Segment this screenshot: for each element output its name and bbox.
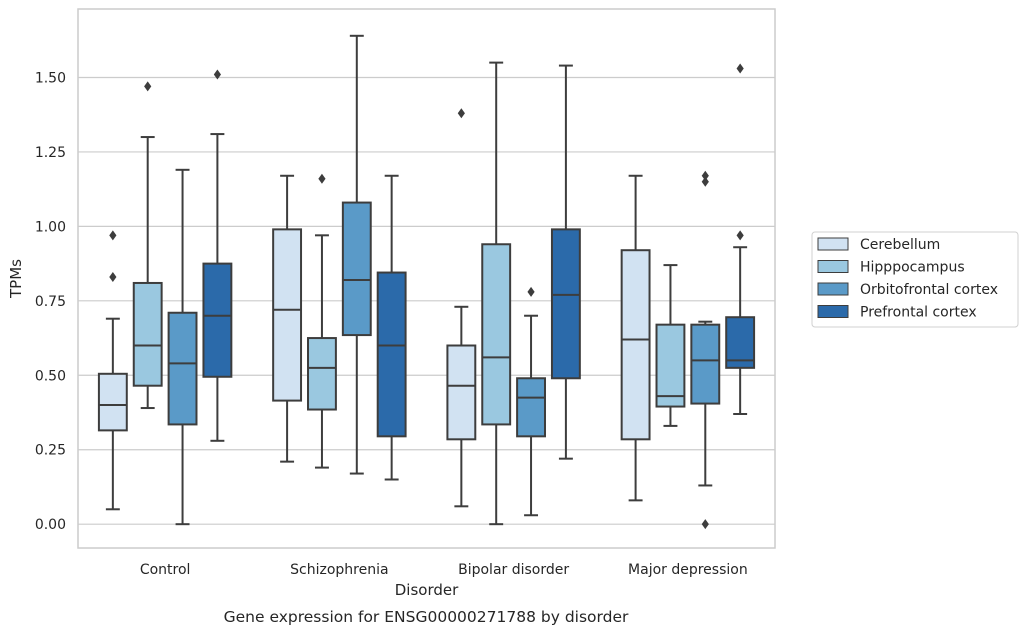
outlier-point bbox=[318, 173, 326, 184]
outlier-point bbox=[701, 170, 709, 181]
box-hipppocampus bbox=[655, 264, 686, 427]
box-orbitofrontal-cortex bbox=[516, 286, 546, 517]
legend-frame bbox=[811, 231, 1019, 328]
plot-frame bbox=[77, 8, 776, 549]
y-tick-label: 0.00 bbox=[35, 517, 66, 533]
y-tick-label: 1.50 bbox=[35, 70, 66, 86]
box-prefrontal-cortex bbox=[550, 64, 581, 460]
chart-caption: Gene expression for ENSG00000271788 by d… bbox=[224, 608, 629, 626]
box-cerebellum bbox=[446, 108, 477, 508]
legend-label: Orbitofrontal cortex bbox=[860, 282, 998, 298]
legend: Cerebellum Hipppocampus Orbitofrontal cort… bbox=[811, 231, 1019, 328]
outlier-point bbox=[701, 176, 709, 187]
x-tick-labels: Control Schizophrenia Bipolar disorder Majo… bbox=[140, 562, 748, 578]
outlier-point bbox=[701, 519, 709, 530]
box-iqr bbox=[516, 377, 546, 438]
box-prefrontal-cortex bbox=[376, 174, 407, 481]
outlier-point bbox=[144, 81, 152, 92]
box-iqr bbox=[307, 337, 337, 411]
box-hipppocampus bbox=[307, 173, 337, 469]
y-axis-title: TPMs bbox=[7, 259, 25, 299]
box-iqr bbox=[690, 323, 721, 405]
box-cerebellum bbox=[620, 174, 651, 502]
box-cerebellum bbox=[97, 230, 128, 511]
x-tick-label: Bipolar disorder bbox=[458, 562, 569, 578]
y-tick-label: 0.50 bbox=[35, 368, 66, 384]
x-tick-label: Major depression bbox=[628, 562, 748, 578]
box-prefrontal-cortex bbox=[725, 63, 756, 415]
box-iqr bbox=[202, 262, 233, 378]
box-iqr bbox=[167, 311, 198, 426]
box-iqr bbox=[272, 228, 303, 402]
box-iqr bbox=[481, 243, 512, 426]
legend-label: Hipppocampus bbox=[860, 260, 965, 276]
y-tick-label: 1.25 bbox=[35, 145, 66, 161]
box-iqr bbox=[550, 228, 581, 380]
x-tick-label: Schizophrenia bbox=[290, 562, 388, 578]
box-cerebellum bbox=[272, 174, 303, 463]
box-iqr bbox=[655, 323, 686, 408]
outlier-point bbox=[213, 69, 221, 80]
legend-swatch bbox=[817, 305, 849, 318]
legend-swatch bbox=[817, 237, 849, 251]
legend-label: Prefrontal cortex bbox=[860, 305, 977, 321]
y-tick-label: 0.75 bbox=[35, 294, 66, 310]
outlier-point bbox=[736, 63, 744, 74]
x-axis-title: Disorder bbox=[395, 581, 459, 599]
x-tick-label: Control bbox=[140, 562, 191, 578]
outlier-point bbox=[457, 108, 465, 119]
box-hipppocampus bbox=[481, 61, 512, 526]
box-orbitofrontal-cortex bbox=[690, 170, 721, 530]
legend-label: Cerebellum bbox=[860, 237, 940, 253]
legend-swatch bbox=[817, 260, 849, 273]
boxes bbox=[97, 34, 756, 530]
legend-swatch bbox=[817, 282, 849, 296]
box-iqr bbox=[376, 271, 407, 438]
y-tick-labels: 0.00 0.25 0.50 0.75 1.00 1.25 1.50 bbox=[35, 70, 66, 533]
box-prefrontal-cortex bbox=[202, 69, 233, 442]
box-iqr bbox=[132, 281, 163, 387]
box-iqr bbox=[446, 344, 477, 441]
outlier-point bbox=[109, 272, 117, 283]
box-iqr bbox=[620, 249, 651, 441]
y-tick-label: 0.25 bbox=[35, 443, 66, 459]
box-orbitofrontal-cortex bbox=[341, 34, 372, 475]
box-iqr bbox=[97, 372, 128, 432]
outlier-point bbox=[736, 230, 744, 241]
outlier-point bbox=[527, 286, 535, 297]
box-orbitofrontal-cortex bbox=[167, 168, 198, 526]
box-hipppocampus bbox=[132, 81, 163, 410]
outlier-point bbox=[109, 230, 117, 241]
box-iqr bbox=[341, 201, 372, 337]
y-tick-label: 1.00 bbox=[35, 219, 66, 235]
